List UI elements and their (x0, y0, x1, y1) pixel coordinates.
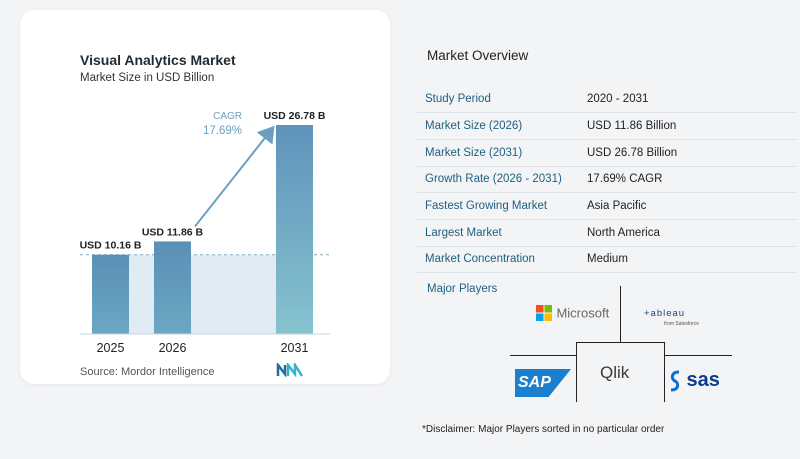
bar-2026 (154, 241, 191, 334)
overview-row-value: 2020 - 2031 (587, 86, 797, 114)
microsoft-logo: Microsoft (536, 304, 609, 322)
market-overview-table: Study Period 2020 - 2031 Market Size (2026… (417, 86, 797, 274)
players-divider (510, 355, 577, 356)
overview-row-label: Market Size (2031) (417, 139, 587, 167)
players-divider (576, 342, 577, 402)
bar-value-label: USD 11.86 B (142, 226, 204, 238)
qlik-logo: Qlik (600, 363, 629, 383)
players-divider (664, 342, 665, 402)
overview-row-label: Market Concentration (417, 246, 587, 274)
x-tick-label: 2025 (97, 341, 125, 355)
disclaimer: *Disclaimer: Major Players sorted in no … (422, 424, 665, 435)
tableau-sub-label: from Salesforce (664, 321, 700, 327)
overview-row: Study Period 2020 - 2031 (417, 86, 797, 114)
overview-row: Fastest Growing Market Asia Pacific (417, 192, 797, 220)
overview-row-label: Growth Rate (2026 - 2031) (417, 166, 587, 194)
players-divider (576, 342, 665, 343)
overview-title: Market Overview (427, 48, 529, 63)
overview-row-value: Medium (587, 246, 797, 274)
x-tick-label: 2026 (159, 341, 187, 355)
bar-2025 (92, 254, 129, 334)
chart-subtitle: Market Size in USD Billion (80, 72, 215, 84)
mordor-logo-icon (276, 363, 304, 377)
overview-row-label: Fastest Growing Market (417, 192, 587, 220)
overview-row-value: 17.69% CAGR (587, 166, 797, 194)
overview-row-value: North America (587, 219, 797, 247)
players-divider (664, 355, 732, 356)
overview-row: Market Size (2026) USD 11.86 Billion (417, 112, 797, 140)
qlik-label: Qlik (600, 363, 630, 382)
sap-label: SAP (518, 374, 551, 391)
microsoft-label: Microsoft (556, 305, 610, 321)
bar-value-label: USD 10.16 B (80, 240, 142, 252)
cagr-label: CAGR (213, 111, 242, 122)
x-tick-label: 2031 (281, 341, 309, 355)
overview-row-value: USD 11.86 Billion (587, 112, 797, 140)
bar-value-label: USD 26.78 B (264, 110, 326, 122)
overview-row-label: Study Period (417, 86, 587, 114)
chart-title: Visual Analytics Market (80, 52, 236, 68)
overview-row-value: Asia Pacific (587, 192, 797, 220)
overview-row: Largest Market North America (417, 219, 797, 247)
sas-swirl-icon (670, 370, 680, 391)
cagr-value: 17.69% (203, 125, 242, 137)
overview-row: Market Concentration Medium (417, 246, 797, 274)
source-label: Source: Mordor Intelligence (80, 366, 215, 378)
overview-row: Growth Rate (2026 - 2031) 17.69% CAGR (417, 166, 797, 194)
sas-logo: sas (668, 369, 720, 392)
tableau-label: +ableau (644, 308, 686, 319)
sap-logo: SAP (515, 369, 571, 397)
bar-2031 (276, 125, 313, 334)
microsoft-icon (536, 304, 552, 321)
overview-row: Market Size (2031) USD 26.78 Billion (417, 139, 797, 167)
players-divider (620, 286, 621, 342)
bar-chart: USD 10.16 B 2025 USD 11.86 B 2026 USD 26.78 … (80, 110, 330, 355)
cagr-arrow (194, 125, 275, 228)
overview-row-label: Market Size (2026) (417, 112, 587, 140)
overview-row-label: Largest Market (417, 219, 587, 247)
tableau-logo: +ableau from Salesforce (644, 303, 699, 327)
players-title: Major Players (427, 283, 498, 295)
sas-label: sas (686, 369, 720, 391)
overview-row-value: USD 26.78 Billion (587, 139, 797, 167)
